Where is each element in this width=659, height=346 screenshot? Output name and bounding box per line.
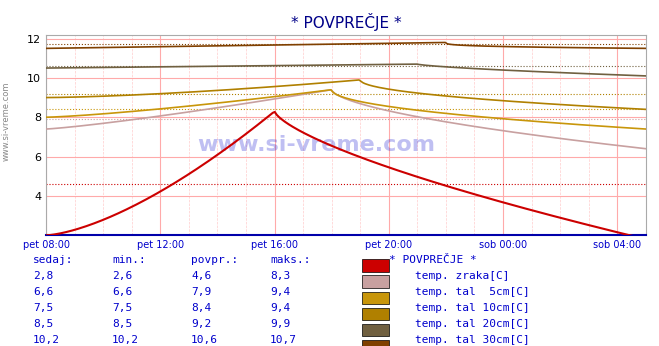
Text: 6,6: 6,6 <box>33 287 53 297</box>
Text: 8,5: 8,5 <box>33 319 53 329</box>
Text: temp. tal 10cm[C]: temp. tal 10cm[C] <box>415 303 530 313</box>
Text: 7,9: 7,9 <box>191 287 212 297</box>
Text: www.si-vreme.com: www.si-vreme.com <box>2 81 11 161</box>
Text: 7,5: 7,5 <box>112 303 132 313</box>
Text: 9,2: 9,2 <box>191 319 212 329</box>
Text: 8,5: 8,5 <box>112 319 132 329</box>
Text: 10,2: 10,2 <box>33 335 60 345</box>
Text: 10,2: 10,2 <box>112 335 139 345</box>
FancyBboxPatch shape <box>362 308 389 320</box>
Text: maks.:: maks.: <box>270 255 310 265</box>
Text: www.si-vreme.com: www.si-vreme.com <box>197 135 435 155</box>
FancyBboxPatch shape <box>362 324 389 336</box>
Text: sedaj:: sedaj: <box>33 255 73 265</box>
Text: 2,8: 2,8 <box>33 271 53 281</box>
Text: 9,4: 9,4 <box>270 287 291 297</box>
Text: temp. zraka[C]: temp. zraka[C] <box>415 271 509 281</box>
Text: 9,9: 9,9 <box>270 319 291 329</box>
Text: * POVPREČJE *: * POVPREČJE * <box>389 255 476 265</box>
Text: 4,6: 4,6 <box>191 271 212 281</box>
Text: povpr.:: povpr.: <box>191 255 239 265</box>
Text: 9,4: 9,4 <box>270 303 291 313</box>
FancyBboxPatch shape <box>362 340 389 346</box>
Text: temp. tal 20cm[C]: temp. tal 20cm[C] <box>415 319 530 329</box>
FancyBboxPatch shape <box>362 275 389 288</box>
Text: 7,5: 7,5 <box>33 303 53 313</box>
Text: 2,6: 2,6 <box>112 271 132 281</box>
Text: 10,7: 10,7 <box>270 335 297 345</box>
Text: 6,6: 6,6 <box>112 287 132 297</box>
FancyBboxPatch shape <box>362 260 389 272</box>
FancyBboxPatch shape <box>362 291 389 304</box>
Text: min.:: min.: <box>112 255 146 265</box>
Text: 8,3: 8,3 <box>270 271 291 281</box>
Text: 10,6: 10,6 <box>191 335 218 345</box>
Text: temp. tal  5cm[C]: temp. tal 5cm[C] <box>415 287 530 297</box>
Title: * POVPREČJE *: * POVPREČJE * <box>291 13 401 31</box>
Text: 8,4: 8,4 <box>191 303 212 313</box>
Text: temp. tal 30cm[C]: temp. tal 30cm[C] <box>415 335 530 345</box>
